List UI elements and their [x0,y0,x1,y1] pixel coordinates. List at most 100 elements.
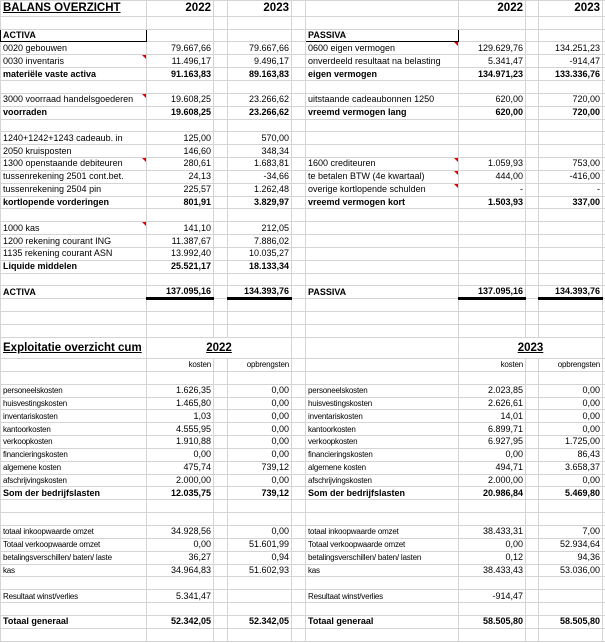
exploitatie-2022-row-kosten[interactable]: 475,74 [146,460,214,475]
activa-row-2022-value[interactable]: 11.387,67 [146,234,214,248]
cell[interactable] [305,499,459,514]
cell[interactable] [213,67,228,81]
cell[interactable] [525,311,539,326]
exploitatie-2022-row-kosten[interactable]: 1.910,88 [146,435,214,449]
cell[interactable] [525,298,539,313]
exploitatie-2023-row-opbrengsten[interactable]: 0,00 [538,383,603,398]
cell[interactable] [291,370,306,385]
cell[interactable] [458,28,526,43]
exploitatie-2022-row-opbrengsten[interactable]: 0,94 [227,550,292,565]
activa-row-label[interactable]: tussenrekening 2504 pin [0,182,147,197]
passiva-row-2023-value[interactable]: - [538,182,603,197]
cell[interactable] [458,370,526,385]
cell[interactable] [538,16,603,30]
cell[interactable] [458,512,526,526]
cell[interactable] [291,383,306,398]
activa-row-label[interactable]: materiële vaste activa [0,67,147,81]
cell[interactable] [525,396,539,411]
cell[interactable] [305,16,459,30]
exploitatie-2023-row-kosten[interactable]: 2.000,00 [458,473,526,488]
cell[interactable] [525,383,539,398]
cell[interactable] [525,259,539,274]
cell[interactable] [458,576,526,591]
cell[interactable] [538,208,603,223]
cell[interactable] [227,311,292,326]
cell[interactable] [213,370,228,385]
cell[interactable] [305,234,459,248]
cell[interactable] [146,28,214,43]
exploitatie-2023-row-kosten[interactable]: 2.626,61 [458,396,526,411]
cell[interactable] [525,221,539,236]
cell[interactable] [291,92,306,107]
cell[interactable] [146,576,214,591]
exploitatie-2022-row-label[interactable]: Totaal generaal [0,614,147,629]
activa-row-label[interactable]: 1135 rekening courant ASN [0,246,147,261]
cell[interactable] [146,16,214,30]
cell[interactable] [525,182,539,197]
cell[interactable] [458,311,526,326]
comment-indicator-icon[interactable] [142,93,146,98]
cell[interactable] [0,272,147,287]
exploitatie-2023-row-opbrengsten[interactable]: 0,00 [538,396,603,411]
comment-indicator-icon[interactable] [142,222,146,227]
exploitatie-2023-row-opbrengsten[interactable]: 3.658,37 [538,460,603,475]
cell[interactable] [291,118,306,133]
exploitatie-2023-row-label[interactable]: financieringskosten [305,447,459,462]
passiva-row-2022-value[interactable]: 620,00 [458,105,526,120]
exploitatie-2022-row-opbrengsten[interactable]: 52.342,05 [227,614,292,629]
activa-row-label[interactable]: 2050 kruisposten [0,144,147,159]
activa-row-2023-value[interactable]: 23.266,62 [227,105,292,120]
cell[interactable] [291,473,306,488]
cell[interactable] [227,79,292,94]
passiva-row-label[interactable]: 0600 eigen vermogen [305,41,459,56]
cell[interactable] [291,182,306,197]
exploitatie-2023-row-opbrengsten[interactable] [538,589,603,604]
cell[interactable] [458,131,526,146]
activa-row-label[interactable]: 1300 openstaande debiteuren [0,157,147,171]
cell[interactable] [525,358,539,372]
cell[interactable] [0,311,147,326]
cell[interactable] [525,627,539,642]
exploitatie-2023-row-kosten[interactable]: 20.986,84 [458,486,526,501]
cell[interactable] [291,298,306,313]
exploitatie-2022-row-label[interactable]: betalingsverschillen/ baten/ laste [0,550,147,565]
passiva-row-label[interactable]: eigen vermogen [305,67,459,81]
cell[interactable] [0,16,147,30]
activa-row-2022-value[interactable]: 19.608,25 [146,92,214,107]
exploitatie-2022-row-opbrengsten[interactable]: 0,00 [227,473,292,488]
passiva-row-2022-value[interactable]: 5.341,47 [458,54,526,69]
activa-row-2023-value[interactable]: 570,00 [227,131,292,146]
cell[interactable] [305,298,459,313]
exploitatie-2022-row-opbrengsten[interactable]: 0,00 [227,435,292,449]
exploitatie-2022-row-opbrengsten[interactable]: 0,00 [227,524,292,539]
cell[interactable] [227,118,292,133]
exploitatie-2023-row-kosten[interactable]: 0,00 [458,537,526,552]
cell[interactable] [525,370,539,385]
exploitatie-2022-row-label[interactable]: verkoopkosten [0,435,147,449]
cell[interactable] [525,499,539,514]
activa-row-label[interactable]: 3000 voorraad handelsgoederen [0,92,147,107]
cell[interactable] [538,221,603,236]
cell[interactable] [525,512,539,526]
exploitatie-2023-row-opbrengsten[interactable]: 7,00 [538,524,603,539]
cell[interactable] [538,28,603,43]
passiva-row-2023-value[interactable]: 337,00 [538,195,603,210]
passiva-row-label[interactable]: vreemd vermogen lang [305,105,459,120]
cell[interactable] [525,563,539,578]
passiva-row-2023-value[interactable]: 134.393,76 [538,285,603,301]
activa-row-2023-value[interactable]: 10.035,27 [227,246,292,261]
cell[interactable] [291,221,306,236]
cell[interactable] [291,537,306,552]
cell[interactable] [213,131,228,146]
cell[interactable] [213,396,228,411]
exploitatie-2023-row-label[interactable]: Resultaat winst/verlies [305,589,459,604]
passiva-row-2022-value[interactable]: - [458,182,526,197]
activa-row-2022-value[interactable]: 125,00 [146,131,214,146]
passiva-row-2022-value[interactable]: 1.059,93 [458,157,526,171]
cell[interactable] [0,576,147,591]
cell[interactable] [525,0,539,17]
exploitatie-2022-row-label[interactable]: kantoorkosten [0,422,147,437]
cell[interactable] [291,0,306,17]
activa-row-2023-value[interactable]: 134.393,76 [227,285,292,301]
cell[interactable] [291,324,306,338]
